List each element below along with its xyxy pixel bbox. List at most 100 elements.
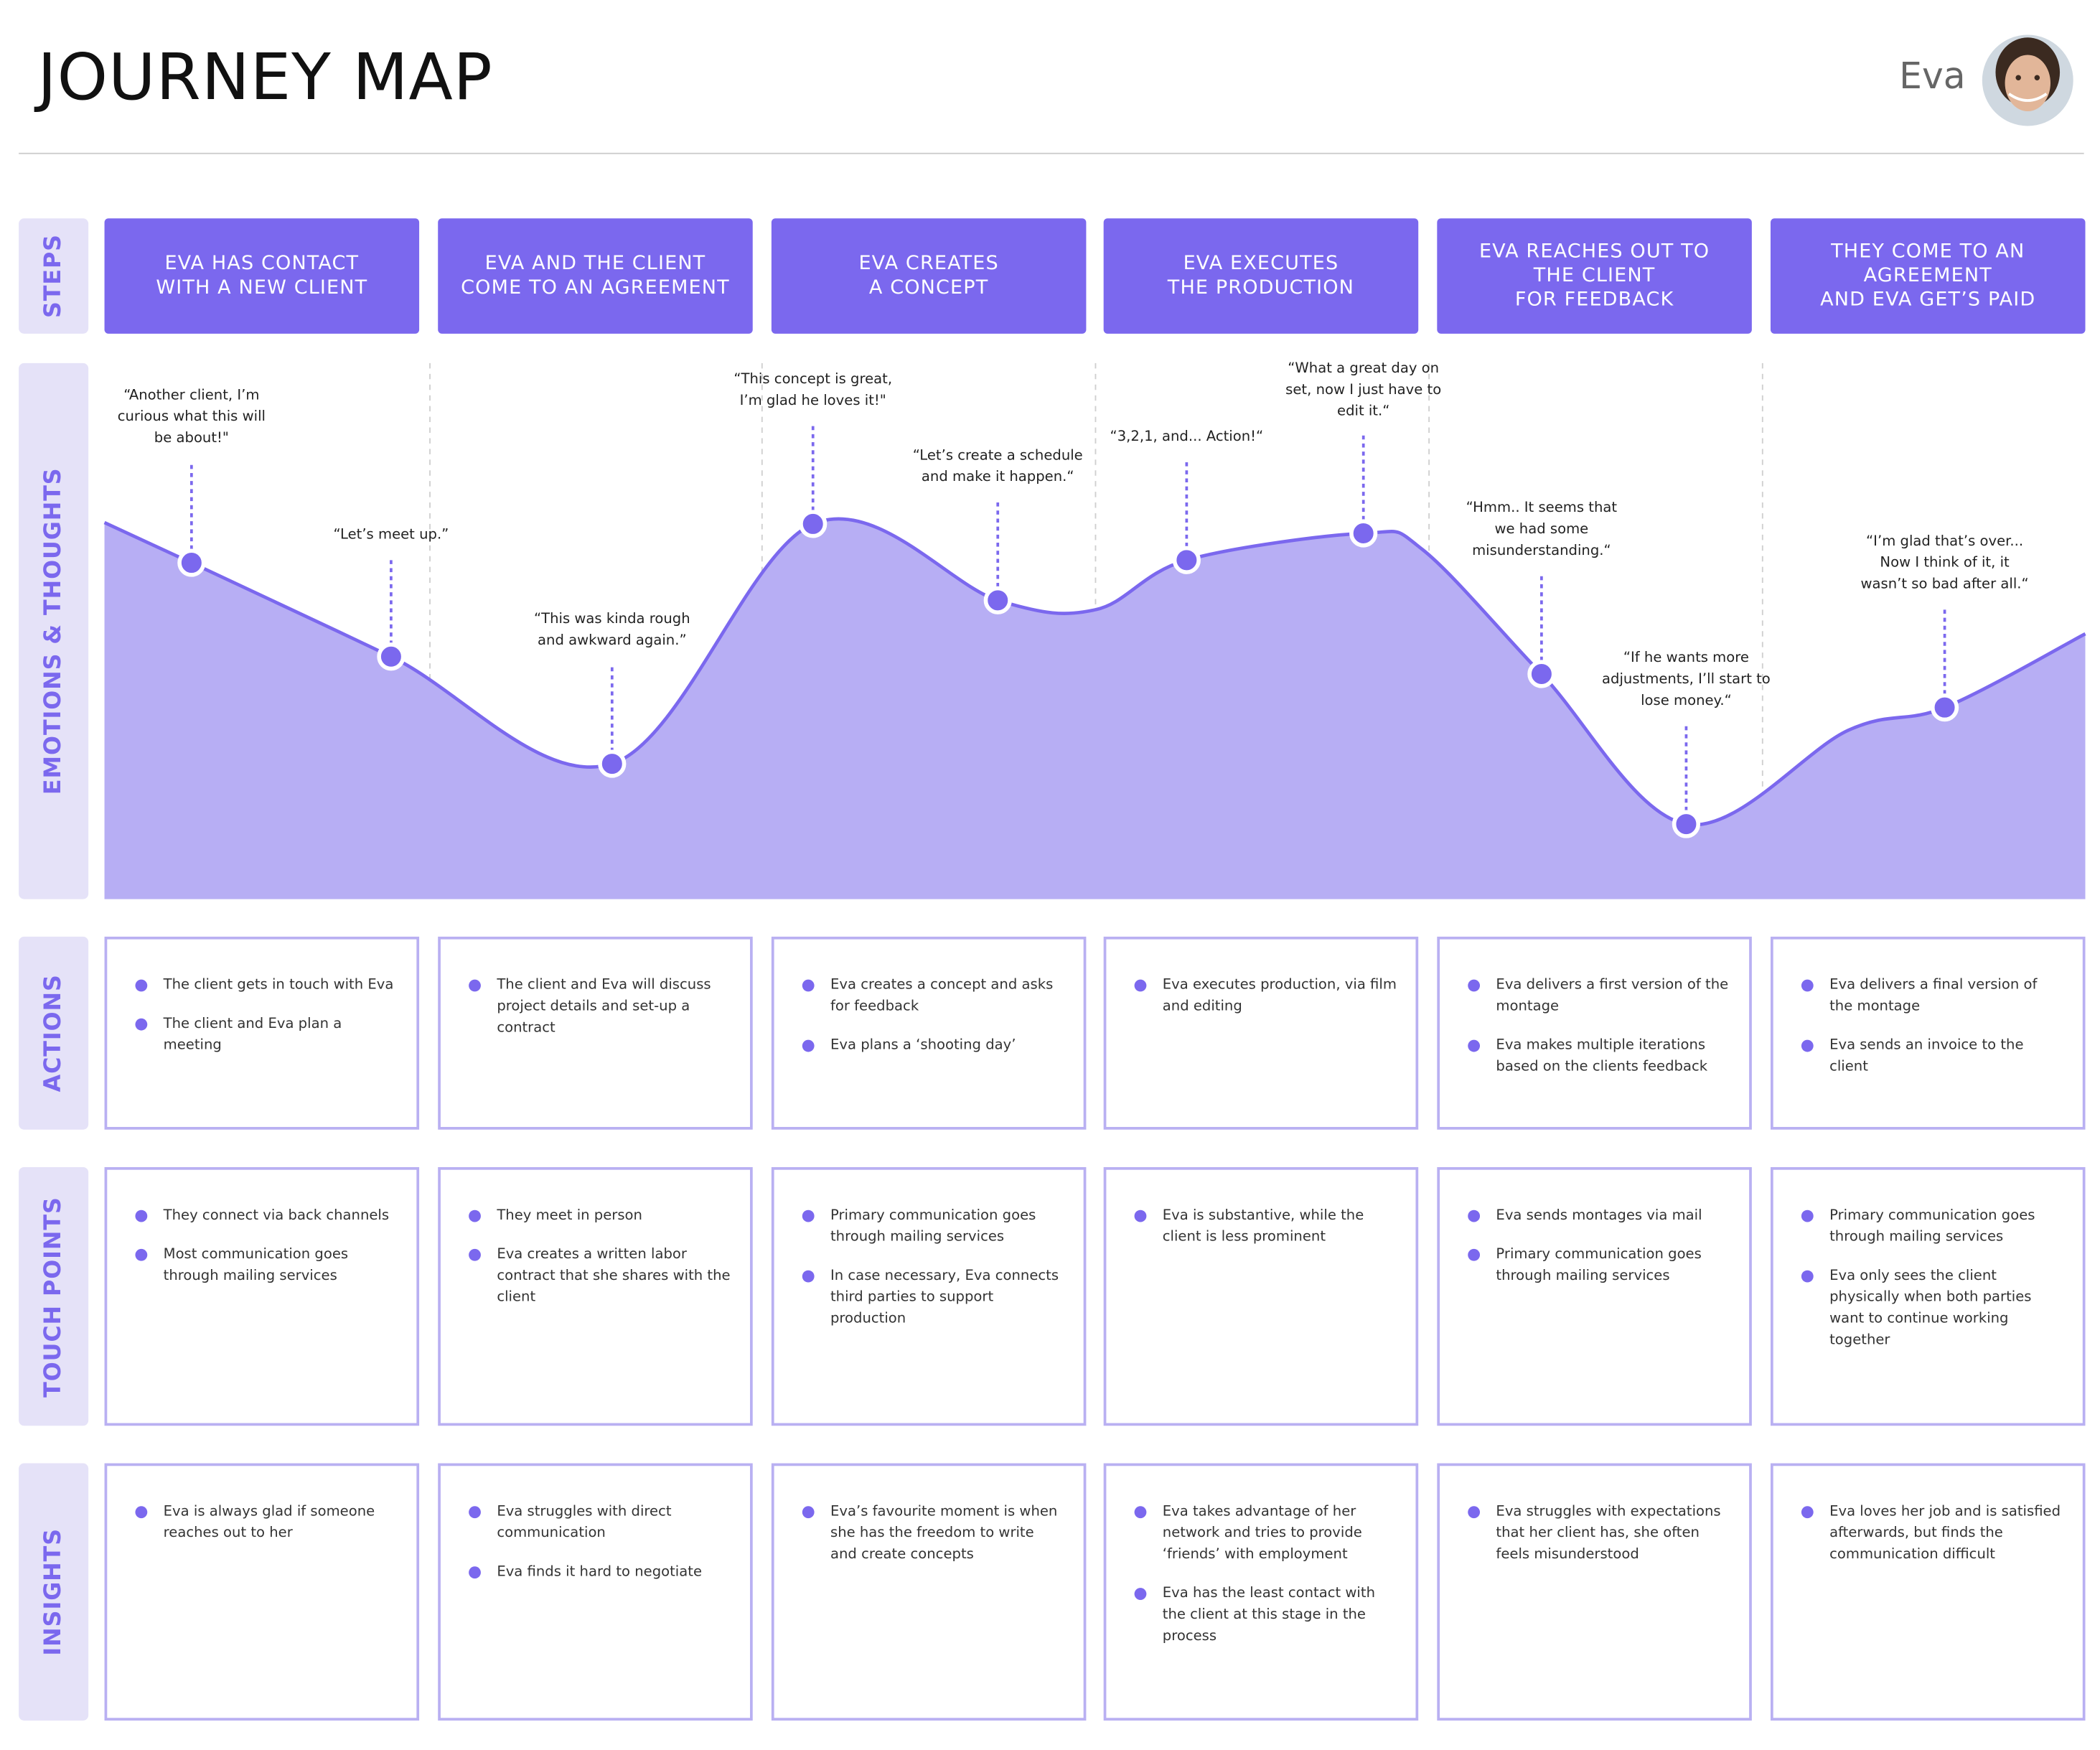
row-label: INSIGHTS	[19, 1463, 89, 1721]
quote: “What a great day on set, now I just have…	[1285, 357, 1441, 422]
bullet-item: Primary communication goes through maili…	[1801, 1204, 2064, 1248]
quote: “If he wants more adjustments, I’ll start…	[1602, 647, 1771, 712]
bullet-item: Eva’s favourite moment is when she has t…	[802, 1501, 1065, 1566]
row-label: STEPS	[19, 218, 89, 334]
title: JOURNEY MAP	[37, 40, 493, 116]
card: Eva’s favourite moment is when she has t…	[771, 1463, 1087, 1721]
quote-line: misunderstanding.“	[1472, 543, 1611, 559]
bullet-item: Eva takes advantage of her network and t…	[1134, 1501, 1397, 1566]
card: Eva struggles with direct communication E…	[438, 1463, 753, 1721]
card: Eva is always glad if someone reaches ou…	[104, 1463, 420, 1721]
divider	[19, 152, 2084, 154]
emotion-point	[377, 642, 406, 671]
emotion-area	[104, 518, 2086, 899]
quote-line: Now I think of it, it	[1880, 554, 2010, 571]
quote-line: “Let’s meet up.”	[333, 526, 449, 543]
quote: “3,2,1, and... Action!“	[1110, 426, 1264, 448]
bullet-item: In case necessary, Eva connects third pa…	[802, 1265, 1065, 1329]
quote-line: curious what this will	[117, 408, 266, 425]
card: Eva struggles with expectations that her…	[1437, 1463, 1752, 1721]
bullet-item: Eva struggles with direct communication	[469, 1501, 731, 1544]
quote-line: set, now I just have to	[1285, 382, 1442, 398]
row-label: TOUCH POINTS	[19, 1166, 89, 1426]
quote-line: “I’m glad that’s over...	[1866, 533, 2024, 550]
step-box: EVA CREATES A CONCEPT	[771, 218, 1087, 334]
bullet-item: Eva makes multiple iterations based on t…	[1468, 1034, 1730, 1077]
emotion-point	[1172, 546, 1201, 574]
bullet-item: Eva is always glad if someone reaches ou…	[135, 1501, 398, 1544]
emotion-point	[1930, 693, 1959, 722]
quote-line: “This concept is great,	[733, 371, 893, 388]
quote: “Let’s meet up.”	[333, 524, 449, 546]
emotion-point	[799, 510, 828, 538]
bullet-item: Eva sends an invoice to the client	[1801, 1034, 2064, 1077]
quote-line: “If he wants more	[1623, 650, 1749, 666]
emotion-point	[598, 749, 627, 778]
card: Eva delivers a final version of the mont…	[1770, 936, 2086, 1130]
card: Eva executes production, via film and ed…	[1103, 936, 1419, 1130]
bullet-item: Primary communication goes through maili…	[1468, 1243, 1730, 1286]
step-text: WITH A NEW CLIENT	[156, 277, 368, 299]
step-text: COME TO AN AGREEMENT	[461, 277, 730, 299]
quote: “Another client, I’m curious what this wi…	[118, 385, 266, 449]
step-text: THE CLIENT	[1533, 265, 1656, 287]
bullet-item: Eva delivers a first version of the mont…	[1468, 974, 1730, 1017]
persona-name: Eva	[1899, 56, 1966, 98]
bullet-item: Eva creates a written labor contract tha…	[469, 1243, 731, 1308]
step-text: EVA EXECUTES	[1183, 253, 1339, 275]
card: Eva loves her job and is satisfied after…	[1770, 1463, 2086, 1721]
card: Primary communication goes through maili…	[1770, 1166, 2086, 1426]
quote-line: lose money.“	[1641, 693, 1732, 709]
bullet-item: The client and Eva plan a meeting	[135, 1013, 398, 1056]
row-label-text: INSIGHTS	[39, 1527, 67, 1656]
step-text: EVA CREATES	[858, 253, 999, 275]
quote-line: and make it happen.“	[921, 469, 1074, 485]
step-text: EVA HAS CONTACT	[164, 253, 360, 275]
bullet-item: They connect via back channels	[135, 1204, 398, 1226]
step-text: AND EVA GET’S PAID	[1820, 289, 2036, 312]
bullet-item: Eva executes production, via film and ed…	[1134, 974, 1397, 1017]
bullet-item: Eva only sees the client physically when…	[1801, 1265, 2064, 1350]
emotion-point	[1349, 519, 1378, 548]
step-box: EVA HAS CONTACT WITH A NEW CLIENT	[104, 218, 420, 334]
bullet-item: Primary communication goes through maili…	[802, 1204, 1065, 1248]
card: Eva takes advantage of her network and t…	[1103, 1463, 1419, 1721]
card: The client gets in touch with Eva The cli…	[104, 936, 420, 1130]
quote-line: adjustments, I’ll start to	[1602, 671, 1771, 688]
card: They meet in person Eva creates a written…	[438, 1166, 753, 1426]
quote: “Let’s create a schedule and make it happ…	[913, 445, 1083, 488]
row-label-text: ACTIONS	[39, 974, 67, 1092]
step-text: EVA REACHES OUT TO	[1478, 241, 1710, 263]
bullet-item: Eva plans a ‘shooting day’	[802, 1034, 1065, 1056]
quote: “Hmm.. It seems that we had some misunders…	[1466, 497, 1617, 562]
bullet-item: The client gets in touch with Eva	[135, 974, 398, 996]
quote-line: “Let’s create a schedule	[912, 447, 1083, 464]
bullet-item: Eva delivers a final version of the mont…	[1801, 974, 2064, 1017]
card: The client and Eva will discuss project …	[438, 936, 753, 1130]
bullet-item: Eva creates a concept and asks for feedb…	[802, 974, 1065, 1017]
step-text: THE PRODUCTION	[1167, 277, 1355, 299]
row-label: ACTIONS	[19, 936, 89, 1130]
emotion-point	[177, 548, 206, 577]
avatar	[1982, 34, 2073, 126]
card: Eva creates a concept and asks for feedb…	[771, 936, 1087, 1130]
bullet-item: Eva sends montages via mail	[1468, 1204, 1730, 1226]
step-text: EVA AND THE CLIENT	[484, 253, 706, 275]
quote-line: wasn’t so bad after all.“	[1860, 576, 2029, 593]
card: Eva is substantive, while the client is …	[1103, 1166, 1419, 1426]
quote-line: “Hmm.. It seems that	[1466, 500, 1618, 516]
bullet-item: Eva is substantive, while the client is …	[1134, 1204, 1397, 1248]
bullet-item: They meet in person	[469, 1204, 731, 1226]
quote: “This concept is great, I’m glad he loves…	[733, 368, 892, 411]
card: Eva sends montages via mail Primary commu…	[1437, 1166, 1752, 1426]
quote-line: be about!"	[154, 430, 229, 446]
card: They connect via back channels Most commu…	[104, 1166, 420, 1426]
quote: “This was kinda rough and awkward again.”	[534, 609, 690, 652]
bullet-item: The client and Eva will discuss project …	[469, 974, 731, 1039]
step-box: EVA AND THE CLIENT COME TO AN AGREEMENT	[438, 218, 753, 334]
bullet-item: Eva has the least contact with the clien…	[1134, 1583, 1397, 1647]
step-box: THEY COME TO AN AGREEMENT AND EVA GET’S PA…	[1770, 218, 2086, 334]
quote-line: “3,2,1, and... Action!“	[1110, 429, 1264, 445]
